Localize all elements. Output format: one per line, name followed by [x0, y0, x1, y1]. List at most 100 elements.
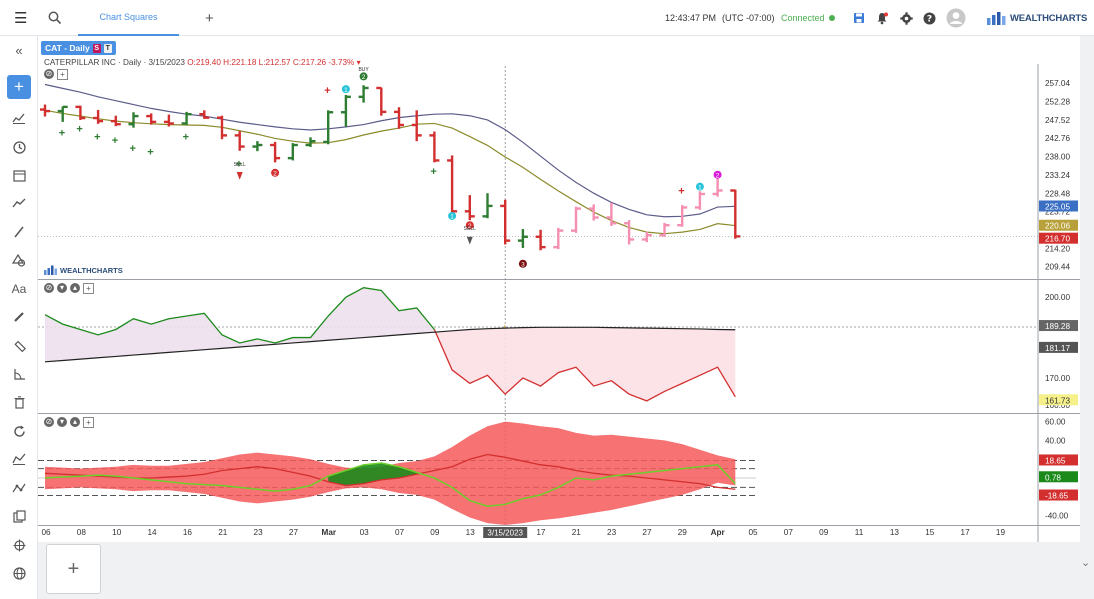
crosshair-tool-icon[interactable]: +: [7, 75, 31, 99]
wave-marker-2-magenta: [713, 170, 722, 179]
pane2-hide-icon[interactable]: ⊘: [44, 283, 54, 293]
symbol-chip[interactable]: CAT - Daily S T: [41, 41, 116, 55]
shapes-icon[interactable]: [7, 248, 31, 272]
price-ytick-10: 209.44: [1045, 263, 1070, 272]
pane3-up-icon[interactable]: ▴: [70, 417, 80, 427]
collapse-legend-icon[interactable]: ▾: [356, 58, 361, 67]
target-icon[interactable]: [7, 533, 31, 557]
osc1-ytick-0: 200.00: [1045, 293, 1070, 302]
price-ytick-3: 242.76: [1045, 134, 1070, 143]
pane1-hide-icon[interactable]: ⊘: [44, 69, 54, 79]
pane3-add-icon[interactable]: +: [83, 417, 94, 428]
ohlc-close: C:217.26: [292, 58, 327, 67]
trash-icon[interactable]: [7, 390, 31, 414]
x-tick-label: 21: [218, 528, 228, 537]
x-tick-label: 19: [996, 528, 1006, 537]
bottom-panel: +: [38, 542, 1080, 599]
instrument-name: CATERPILLAR INC · Daily · 3/15/2023: [44, 58, 185, 67]
osc2-label-bg: [1039, 489, 1078, 501]
sell-arrow-icon-2: [466, 236, 473, 245]
x-tick-label: 27: [289, 528, 299, 537]
add-chart-button[interactable]: +: [46, 544, 101, 594]
x-tick-label: 21: [572, 528, 582, 537]
pane2-add-icon[interactable]: +: [83, 283, 94, 294]
signal-plus-marker: +: [430, 166, 436, 178]
bell-alert-icon[interactable]: [876, 0, 888, 36]
x-tick-label: 17: [536, 528, 546, 537]
signal-plus-marker-red: +: [324, 85, 330, 97]
price-label-bg: [1039, 219, 1078, 231]
connection-status: Connected: [781, 0, 835, 36]
x-tick-label: 29: [678, 528, 688, 537]
help-icon[interactable]: ?: [923, 0, 936, 36]
osc1-baseline: [44, 326, 736, 363]
avatar[interactable]: [946, 0, 966, 36]
osc1-ytick-2: 160.00: [1045, 401, 1070, 410]
price-label-bg: [1039, 200, 1078, 212]
chart-area[interactable]: 257.04 252.28 247.52 242.76 238.00 233.24 228.…: [38, 36, 1080, 542]
osc2-ytick-2: -40.00: [1045, 512, 1069, 521]
x-tick-label: 09: [819, 528, 829, 537]
sell-label: SELL: [234, 162, 246, 168]
badge-s[interactable]: S: [92, 43, 101, 53]
pane2-up-icon[interactable]: ▴: [70, 283, 80, 293]
tab-chart-squares[interactable]: Chart Squares: [78, 0, 179, 36]
badge-t[interactable]: T: [103, 43, 112, 53]
ma-fast-line: [44, 109, 736, 235]
x-tick-label: 03: [360, 528, 370, 537]
chart-watermark: WEALTHCHARTS: [44, 265, 123, 275]
price-label: 225.05: [1045, 202, 1070, 211]
refresh-icon[interactable]: [7, 419, 31, 443]
pane2-down-icon[interactable]: ▾: [57, 283, 67, 293]
ohlc-high: H:221.18: [223, 58, 257, 67]
pane3-hide-icon[interactable]: ⊘: [44, 417, 54, 427]
timezone-label[interactable]: (UTC -07:00): [722, 13, 775, 23]
x-tick-label: Apr: [711, 528, 726, 537]
x-tick-label: 13: [890, 528, 900, 537]
menu-icon[interactable]: ☰: [14, 10, 28, 27]
top-bar: ☰ Chart Squares + 12:43:47 PM (UTC -07:0…: [0, 0, 1094, 36]
x-tick-label: 15: [925, 528, 935, 537]
x-tick-label: 16: [183, 528, 193, 537]
signal-plus-marker: +: [59, 127, 65, 139]
globe-icon[interactable]: [7, 561, 31, 585]
text-tool-icon[interactable]: Aa: [11, 282, 27, 296]
pane3-down-icon[interactable]: ▾: [57, 417, 67, 427]
osc2-label: -18.65: [1045, 492, 1069, 501]
layers-icon[interactable]: [7, 504, 31, 528]
osc2-label-bg: [1039, 454, 1078, 466]
wave-marker-3-label: 3: [521, 262, 525, 269]
signal-plus-marker: +: [130, 143, 136, 155]
chart-canvas[interactable]: 257.04 252.28 247.52 242.76 238.00 233.24 228.…: [38, 36, 1080, 542]
pane1-controls: ⊘ +: [44, 69, 68, 80]
pencil-icon[interactable]: [7, 305, 31, 329]
collapse-panel-icon[interactable]: «: [15, 42, 23, 58]
x-tick-label: 10: [112, 528, 122, 537]
line-tool-icon[interactable]: [7, 220, 31, 244]
signal-plus-marker: +: [94, 131, 100, 143]
wave-marker-1c-label: 1: [698, 184, 702, 191]
angle-tool-icon[interactable]: [7, 362, 31, 386]
node-path-icon[interactable]: [7, 476, 31, 500]
pane1-add-icon[interactable]: +: [57, 69, 68, 80]
gear-icon[interactable]: [900, 0, 913, 36]
ohlc-low: L:212.57: [258, 58, 291, 67]
wave-marker-2: [359, 72, 368, 81]
save-icon[interactable]: [853, 0, 865, 36]
search-icon[interactable]: [48, 0, 62, 36]
clock-icon[interactable]: [7, 135, 31, 159]
pane3-controls: ⊘ ▾ ▴ +: [44, 417, 94, 428]
trend-line-icon[interactable]: [7, 191, 31, 215]
x-tick-label: 23: [254, 528, 264, 537]
x-tick-label: 14: [147, 528, 157, 537]
indicators-icon[interactable]: [7, 106, 31, 130]
wave-marker-1: [341, 85, 350, 94]
ruler-icon[interactable]: [7, 334, 31, 358]
line-chart-icon[interactable]: [7, 447, 31, 471]
x-tick-label: 27: [642, 528, 652, 537]
osc1-fill-positive: [45, 287, 435, 362]
expand-down-icon[interactable]: ⌄: [1081, 557, 1091, 569]
signal-plus-marker-red: +: [678, 185, 684, 197]
calendar-icon[interactable]: [7, 163, 31, 187]
add-tab-button[interactable]: +: [205, 9, 214, 27]
